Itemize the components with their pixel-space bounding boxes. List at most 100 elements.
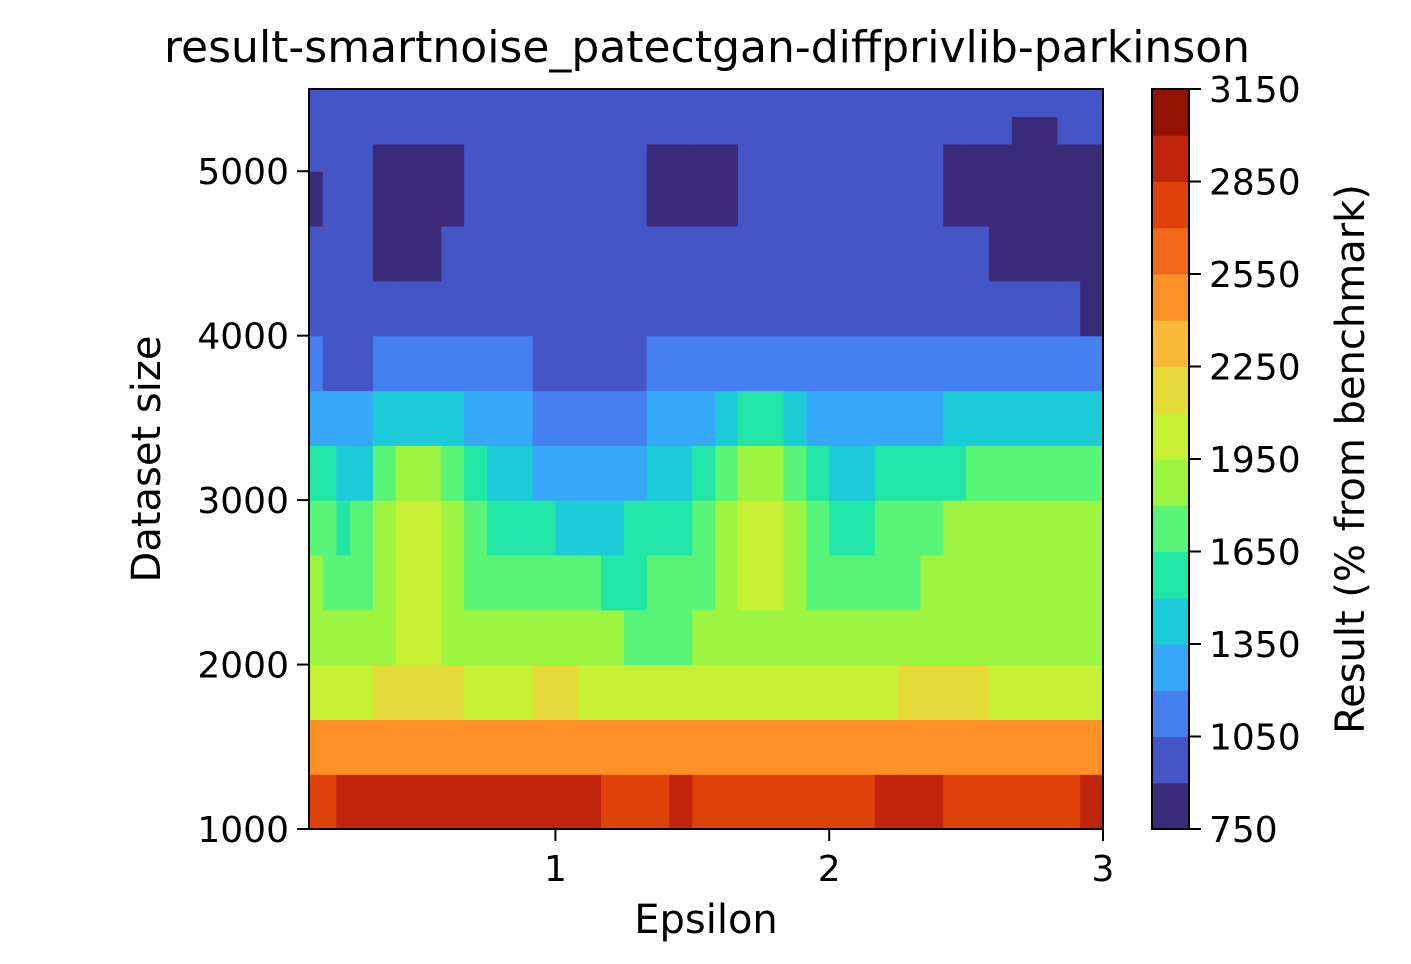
contour-cell-538: [1057, 89, 1081, 118]
contour-cell-464: [532, 116, 557, 145]
contour-cell-31: [509, 719, 534, 775]
contour-cell-214: [1057, 500, 1081, 556]
contour-cell-234: [418, 445, 442, 501]
contour-cell-264: [623, 390, 648, 446]
colorbar-tick-label: 2250: [1209, 348, 1301, 389]
contour-cell-71: [806, 664, 830, 720]
contour-cell-417: [966, 226, 990, 282]
contour-cell-70: [783, 664, 807, 720]
contour-cell-95: [1011, 719, 1036, 775]
contour-cell-301: [920, 390, 944, 446]
contour-cell-10: [372, 774, 397, 830]
contour-cell-262: [646, 445, 671, 501]
contour-cell-136: [509, 609, 534, 666]
contour-cell-229: [372, 390, 397, 446]
contour-cell-413: [943, 171, 967, 227]
contour-cell-402: [829, 171, 853, 227]
contour-cell-295: [852, 335, 876, 392]
contour-cell-455: [464, 116, 488, 145]
contour-cell-8: [336, 664, 351, 720]
contour-cell-38: [601, 774, 625, 830]
contour-cell-339: [350, 171, 374, 227]
contour-cell-516: [897, 116, 922, 145]
contour-cell-388: [783, 280, 807, 337]
contour-cell-58: [715, 719, 739, 775]
contour-cell-258: [555, 335, 579, 392]
contour-cell-204: [966, 500, 990, 556]
contour-cell-198: [966, 609, 990, 666]
contour-cell-231: [350, 335, 374, 392]
contour-cell-199: [988, 609, 1013, 666]
contour-cell-105: [1034, 664, 1058, 720]
contour-cell-34: [509, 664, 534, 720]
contour-cell-76: [852, 719, 876, 775]
colorbar-band-12: [1152, 227, 1189, 275]
y-tick-label: 4000: [197, 317, 289, 358]
contour-cell-80: [874, 664, 899, 720]
contour-cell-308: [1011, 445, 1036, 501]
contour-cell-97: [988, 664, 1013, 720]
contour-cell-271: [715, 445, 739, 501]
contour-cell-202: [988, 554, 1013, 611]
contour-cell-421: [988, 171, 1013, 227]
contour-cell-87: [897, 664, 922, 720]
contour-cell-409: [920, 226, 944, 282]
contour-cell-502: [783, 89, 807, 118]
contour-cell-504: [829, 143, 853, 172]
contour-cell-190: [920, 609, 944, 666]
colorbar-label: Result (% from benchmark): [1328, 184, 1374, 734]
contour-cell-86: [943, 719, 967, 775]
contour-cell-496: [783, 143, 807, 172]
contour-cell-148: [578, 554, 602, 611]
contour-cell-346: [441, 226, 465, 282]
contour-cell-45: [623, 774, 648, 830]
contour-cell-17: [395, 664, 420, 720]
contour-cell-111: [309, 554, 324, 611]
contour-cell-46: [646, 774, 671, 830]
contour-cell-4: [322, 719, 337, 775]
contour-cell-522: [966, 143, 990, 172]
contour-cell-129: [418, 554, 442, 611]
contour-cell-513: [897, 143, 922, 172]
contour-cell-294: [829, 335, 853, 392]
contour-cell-3: [309, 719, 324, 775]
contour-cell-493: [715, 89, 739, 118]
contour-cell-267: [623, 335, 648, 392]
contour-cell-134: [464, 500, 488, 556]
contour-cell-487: [715, 143, 739, 172]
contour-cell-235: [441, 445, 465, 501]
contour-cell-406: [920, 280, 944, 337]
contour-cell-153: [623, 609, 648, 666]
contour-cell-207: [1034, 609, 1058, 666]
contour-cell-13: [372, 719, 397, 775]
contour-cell-177: [760, 500, 785, 556]
contour-cell-149: [601, 554, 625, 611]
contour-cell-370: [646, 280, 671, 337]
contour-cell-85: [920, 719, 944, 775]
contour-cell-239: [464, 390, 488, 446]
contour-cell-41: [601, 719, 625, 775]
contour-cell-320: [1080, 390, 1104, 446]
contour-cell-460: [509, 143, 534, 172]
contour-cell-92: [1011, 774, 1036, 830]
contour-cell-300: [897, 390, 922, 446]
contour-cell-447: [350, 89, 374, 118]
contour-cell-125: [395, 500, 420, 556]
contour-cell-164: [737, 609, 762, 666]
y-axis-label: Dataset size: [124, 336, 170, 583]
contour-cell-224: [336, 335, 351, 392]
contour-cell-237: [418, 390, 442, 446]
colorbar: [1152, 89, 1189, 830]
contour-cell-534: [1034, 116, 1058, 145]
contour-cell-471: [555, 116, 579, 145]
contour-cell-353: [532, 280, 557, 337]
contour-cell-209: [1080, 609, 1104, 666]
contour-cell-283: [783, 390, 807, 446]
contour-cell-157: [646, 554, 671, 611]
contour-cell-431: [1080, 171, 1104, 227]
contour-cell-40: [578, 719, 602, 775]
contour-cell-343: [441, 280, 465, 337]
contour-cell-78: [829, 664, 853, 720]
contour-cell-345: [418, 226, 442, 282]
